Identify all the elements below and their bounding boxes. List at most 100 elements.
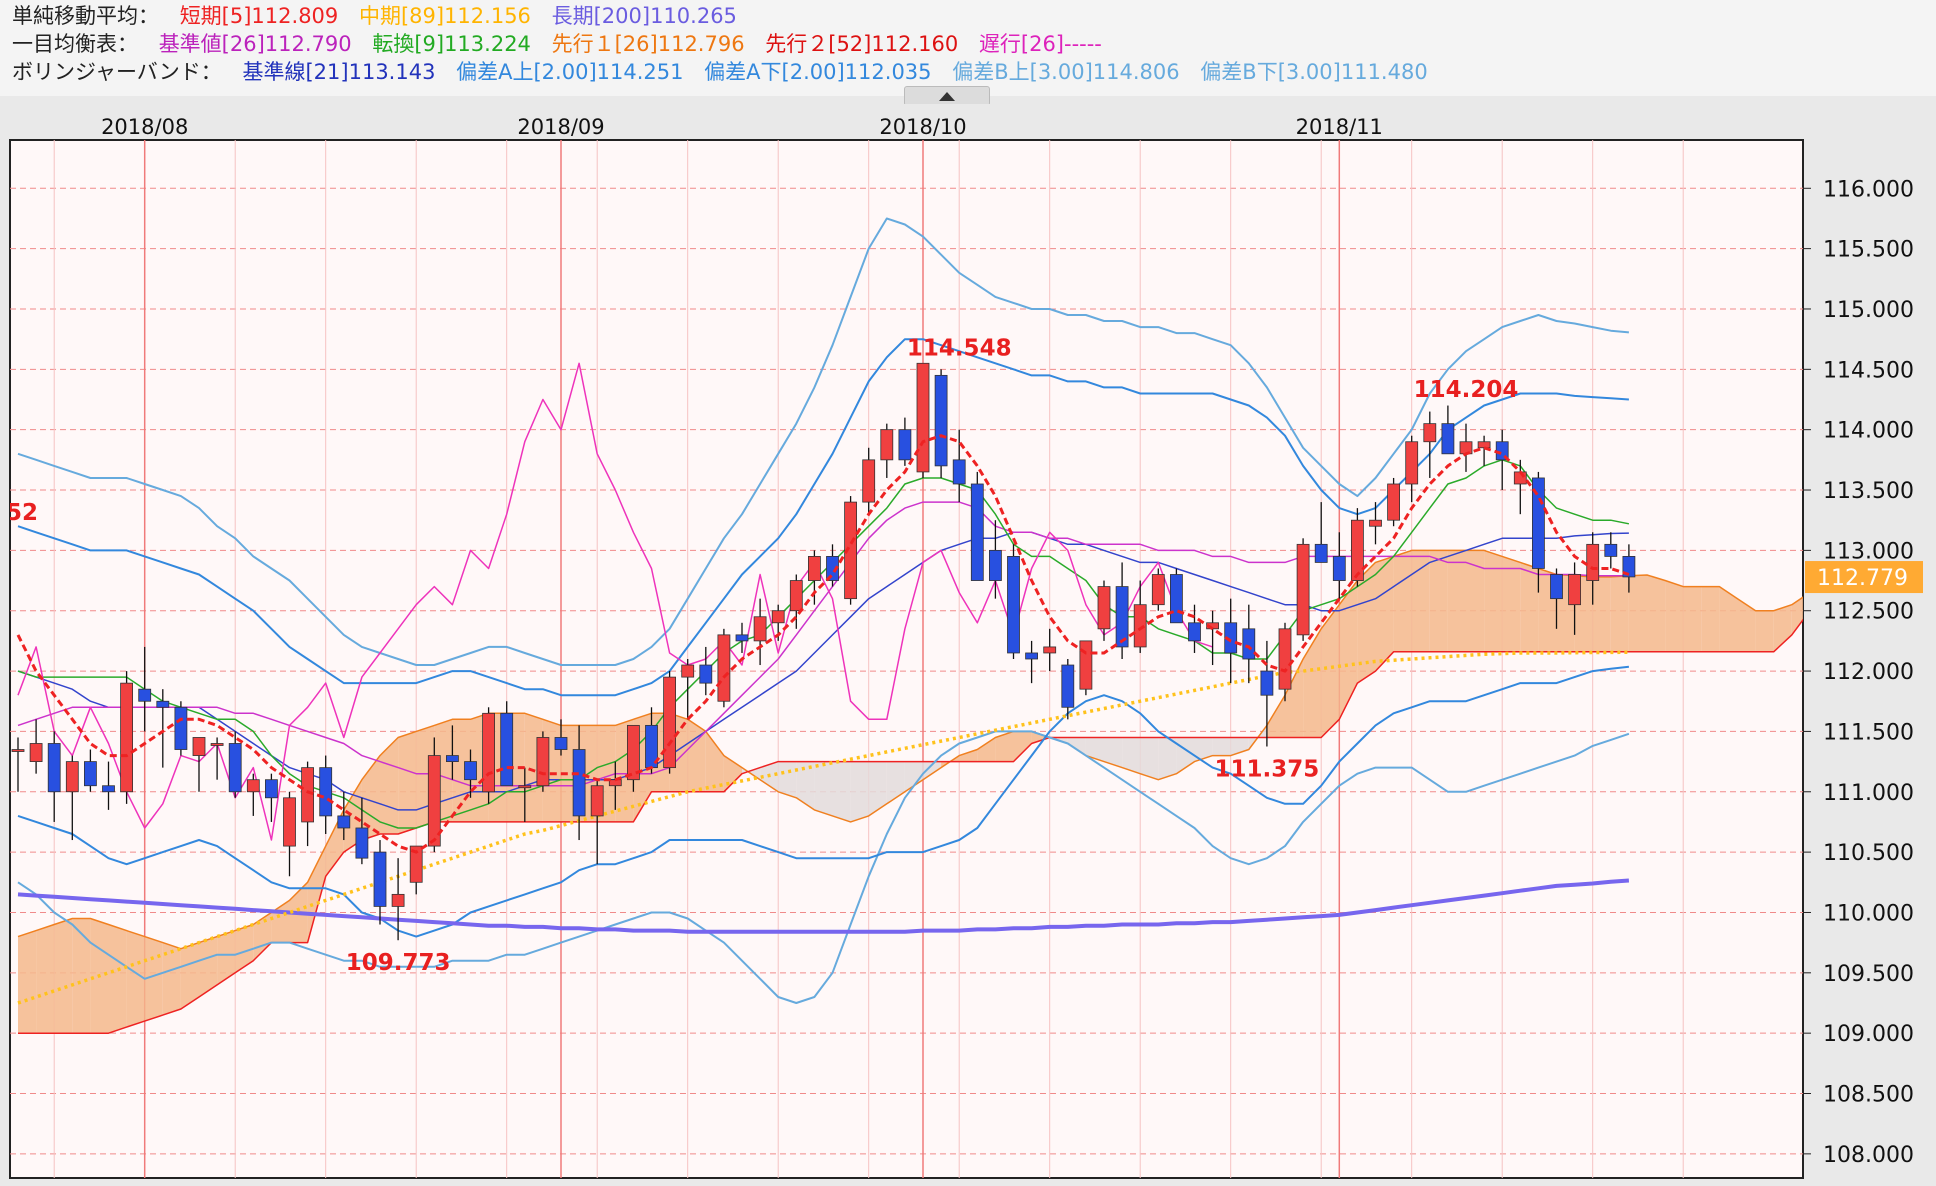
legend-ichimoku-senkou1: 先行１[26]112.796 bbox=[551, 32, 745, 56]
candle-body bbox=[1477, 441, 1491, 449]
legend-ichimoku-senkou2: 先行２[52]112.160 bbox=[765, 32, 959, 56]
candle-body bbox=[844, 501, 857, 600]
price-chart[interactable]: 52 116.000 115.500 115.000 114.500 114.000 113… bbox=[0, 104, 1936, 1186]
y-tick-label: 112.500 bbox=[1823, 600, 1914, 625]
candle-body bbox=[464, 761, 477, 781]
candle-body bbox=[952, 459, 966, 485]
candle-body bbox=[47, 743, 61, 793]
candle-body bbox=[1568, 574, 1581, 606]
legend-bollinger-a-up: 偏差A上[2.00]114.251 bbox=[456, 60, 684, 84]
candle-body bbox=[554, 737, 568, 750]
kumo-segment bbox=[868, 761, 887, 816]
y-tick-label: 115.000 bbox=[1823, 298, 1914, 323]
kumo-segment bbox=[1031, 731, 1050, 744]
kumo-segment bbox=[705, 731, 724, 792]
candle-body bbox=[989, 549, 1002, 581]
candle-body bbox=[391, 893, 405, 907]
y-tick-label: 114.000 bbox=[1823, 419, 1914, 444]
candle-body bbox=[627, 724, 640, 781]
y-tick-label: 110.000 bbox=[1823, 901, 1914, 926]
price-annotation: 52 bbox=[6, 500, 38, 526]
legend-row-ichimoku: 一目均衡表： 基準値[26]112.790 転換[9]113.224 先行１[2… bbox=[12, 30, 1116, 58]
legend-row-sma: 単純移動平均： 短期[5]112.809 中期[89]112.156 長期[20… bbox=[12, 2, 751, 30]
candle-body bbox=[1296, 543, 1310, 636]
candle-body bbox=[301, 767, 315, 823]
candle-body bbox=[826, 556, 839, 581]
y-tick-label: 114.500 bbox=[1823, 358, 1914, 383]
senkou2-line bbox=[18, 618, 1803, 1034]
bollinger-a-upper-line bbox=[17, 338, 1629, 697]
kumo-segment bbox=[1683, 586, 1702, 652]
kumo-segment bbox=[1321, 604, 1340, 738]
chevron-up-icon bbox=[939, 92, 955, 101]
current-price-badge bbox=[1805, 561, 1923, 594]
kumo-segment bbox=[1285, 659, 1304, 738]
kumo-segment bbox=[380, 737, 399, 835]
candle-body bbox=[1459, 441, 1473, 455]
kumo-segment bbox=[923, 761, 942, 780]
candle-body bbox=[1079, 640, 1093, 690]
candle-body bbox=[102, 785, 115, 793]
kumo-segment bbox=[1773, 604, 1792, 652]
candle-body bbox=[1170, 574, 1183, 624]
candle-body bbox=[283, 797, 296, 847]
kumo-segment bbox=[217, 930, 236, 985]
candle-body bbox=[717, 634, 731, 702]
candle-body bbox=[898, 429, 912, 461]
candle-body bbox=[228, 743, 242, 793]
candle-body bbox=[156, 700, 170, 708]
bollinger-b-lower-line bbox=[17, 730, 1630, 1004]
candle-body bbox=[699, 664, 713, 684]
sma89-line bbox=[17, 650, 1629, 1005]
kumo-segment bbox=[1701, 586, 1720, 652]
y-tick-label: 111.000 bbox=[1823, 781, 1914, 806]
candle-body bbox=[11, 749, 25, 752]
kumo-segment bbox=[1085, 737, 1104, 762]
candle-body bbox=[427, 755, 441, 847]
price-annotation: 109.773 bbox=[346, 950, 451, 976]
kumo-segment bbox=[778, 761, 797, 798]
candle-body bbox=[970, 483, 984, 581]
candle-body bbox=[1061, 664, 1075, 708]
candle-body bbox=[1369, 519, 1382, 527]
candle-body bbox=[84, 761, 97, 787]
month-label: 2018/11 bbox=[1296, 115, 1383, 139]
kumo-segment bbox=[850, 761, 869, 822]
kumo-segment bbox=[1158, 737, 1177, 780]
kumo-segment bbox=[1429, 550, 1448, 652]
candle-body bbox=[1025, 652, 1038, 660]
candle-body bbox=[138, 688, 152, 702]
kumo-segment bbox=[886, 761, 905, 804]
candle-body bbox=[536, 737, 550, 787]
legend-sma-long: 長期[200]110.265 bbox=[551, 4, 737, 28]
kumo-segment bbox=[1484, 550, 1503, 652]
legend-sma-title: 単純移動平均： bbox=[12, 4, 159, 28]
candle-body bbox=[1441, 423, 1455, 455]
kumo-segment bbox=[904, 761, 923, 792]
kumo-segment bbox=[72, 918, 91, 1034]
y-tick-label: 112.000 bbox=[1823, 660, 1914, 685]
tenkan-line bbox=[17, 459, 1630, 829]
candle-body bbox=[808, 556, 821, 581]
legend-row-bollinger: ボリンジャーバンド： 基準線[21]113.143 偏差A上[2.00]114.… bbox=[12, 58, 1442, 86]
candle-body bbox=[120, 682, 133, 793]
collapse-legend-button[interactable] bbox=[904, 86, 990, 106]
legend-bollinger-a-down: 偏差A下[2.00]112.035 bbox=[704, 60, 932, 84]
kumo-segment bbox=[1067, 737, 1086, 756]
kumo-segment bbox=[18, 930, 37, 1034]
y-tick-label: 113.500 bbox=[1823, 479, 1914, 504]
candle-body bbox=[771, 610, 785, 624]
kumo-segment bbox=[1592, 576, 1611, 652]
kumo-segment bbox=[814, 761, 833, 816]
legend-sma-short: 短期[5]112.809 bbox=[179, 4, 339, 28]
candle-body bbox=[1188, 622, 1201, 642]
chart-panel[interactable]: 52 116.000 115.500 115.000 114.500 114.000 113… bbox=[0, 104, 1936, 1186]
indicator-legend: 単純移動平均： 短期[5]112.809 中期[89]112.156 長期[20… bbox=[0, 0, 1936, 96]
candle-body bbox=[210, 743, 224, 746]
kumo-segment bbox=[1447, 550, 1466, 652]
plot-layer: 52 bbox=[6, 140, 1803, 1178]
candle-body bbox=[1115, 586, 1129, 648]
kumo-segment bbox=[1628, 574, 1647, 652]
legend-bollinger-title: ボリンジャーバンド： bbox=[12, 60, 222, 84]
candle-body bbox=[663, 676, 676, 769]
